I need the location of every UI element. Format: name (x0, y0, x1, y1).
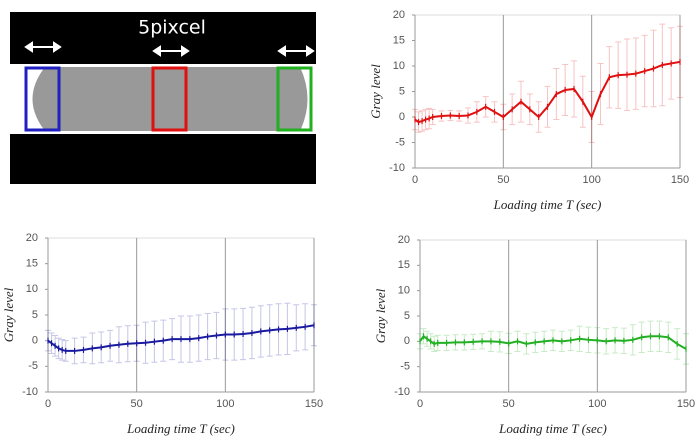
y-tick-label: -5 (395, 136, 405, 148)
y-tick-label: 20 (26, 232, 38, 244)
y-tick-label: -10 (394, 386, 410, 398)
blue-roi (24, 66, 61, 132)
y-axis-label: Gray level (1, 287, 16, 342)
x-axis-label: Loading time T (sec) (493, 197, 602, 212)
x-tick-label: 150 (305, 398, 323, 410)
y-tick-label: 10 (398, 285, 410, 297)
chart: -10 -5 0 5 10 15 20 0 50 100 150 Loading time T (se… (368, 9, 689, 212)
y-tick-label: 15 (393, 34, 405, 46)
y-tick-label: 20 (393, 9, 405, 21)
y-tick-label: 15 (26, 258, 38, 270)
x-tick-label: 100 (216, 398, 234, 410)
x-tick-label: 50 (131, 398, 143, 410)
x-tick-label: 150 (677, 398, 695, 410)
y-tick-label: 15 (398, 259, 410, 271)
x-axis-label: Loading time T (sec) (126, 421, 235, 436)
y-tick-label: 0 (404, 335, 410, 347)
specimen (32, 67, 308, 131)
y-tick-label: 0 (32, 335, 38, 347)
x-tick-label: 0 (417, 398, 423, 410)
chart: -10 -5 0 5 10 15 20 0 50 100 150 Loading time T (se… (373, 234, 695, 436)
green-roi (276, 66, 313, 132)
red-roi (151, 66, 188, 132)
y-tick-label: 5 (399, 85, 405, 97)
x-tick-label: 100 (582, 174, 600, 186)
plot-frame (47, 237, 315, 393)
x-tick-label: 0 (45, 398, 51, 410)
y-tick-label: 20 (398, 234, 410, 246)
y-axis-label: Gray level (368, 64, 383, 119)
y-axis-label: Gray level (373, 288, 388, 343)
x-tick-label: 100 (588, 398, 606, 410)
x-tick-label: 150 (671, 174, 689, 186)
y-tick-label: 10 (393, 60, 405, 72)
y-tick-label: -10 (389, 162, 405, 174)
y-tick-label: 0 (399, 111, 405, 123)
y-tick-label: 10 (26, 283, 38, 295)
plot-frame (419, 239, 687, 393)
y-tick-label: 5 (32, 309, 38, 321)
chart: -10 -5 0 5 10 15 20 0 50 100 150 Loading time T (se… (1, 232, 323, 436)
x-tick-label: 0 (412, 174, 418, 186)
x-axis-label: Loading time T (sec) (498, 421, 607, 436)
x-tick-label: 50 (503, 398, 515, 410)
y-tick-label: -5 (400, 361, 410, 373)
image-panel: 5pixcel (10, 12, 316, 184)
y-tick-label: -5 (28, 360, 38, 372)
y-tick-label: 5 (404, 310, 410, 322)
data-line (47, 324, 315, 352)
width-arrows (24, 41, 315, 57)
x-tick-label: 50 (497, 174, 509, 186)
image-label: 5pixcel (138, 17, 206, 39)
y-tick-label: -10 (22, 386, 38, 398)
data-line (414, 60, 681, 124)
data-line (419, 334, 687, 350)
